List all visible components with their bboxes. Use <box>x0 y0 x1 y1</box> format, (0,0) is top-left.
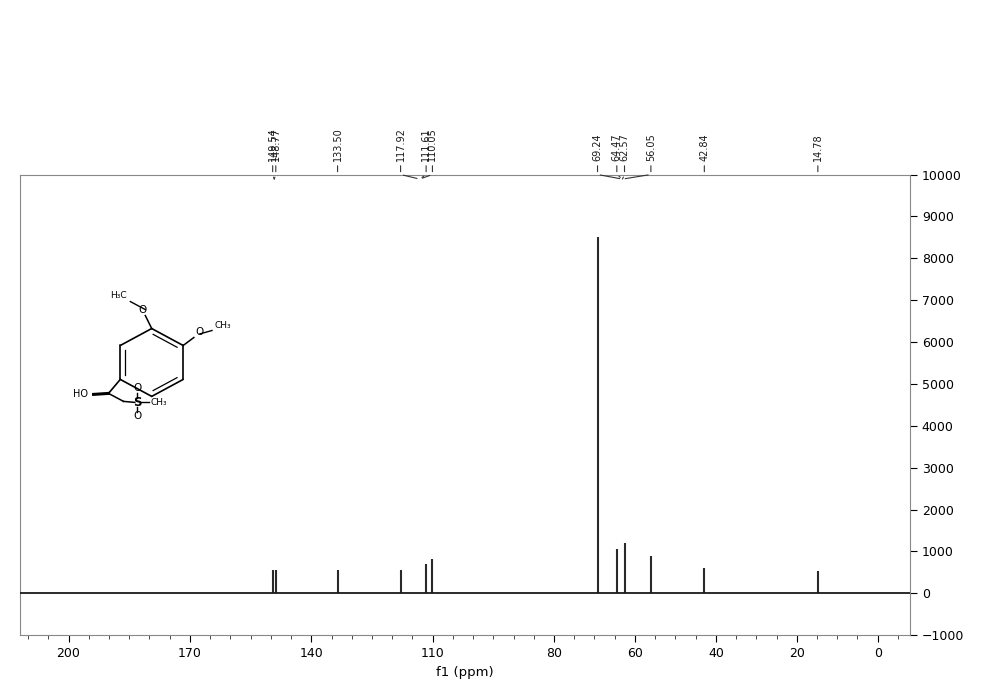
X-axis label: f1 (ppm): f1 (ppm) <box>436 665 494 678</box>
Text: 56.05: 56.05 <box>646 133 656 161</box>
Text: 148.77: 148.77 <box>271 127 281 161</box>
Text: 64.47: 64.47 <box>612 133 622 161</box>
Text: 42.84: 42.84 <box>699 133 709 161</box>
Text: 111.61: 111.61 <box>421 127 431 161</box>
Text: 133.50: 133.50 <box>333 127 343 161</box>
Text: 14.78: 14.78 <box>813 133 823 161</box>
Text: 62.57: 62.57 <box>620 133 630 161</box>
Text: 69.24: 69.24 <box>593 133 603 161</box>
Text: 117.92: 117.92 <box>396 127 406 161</box>
Text: 149.54: 149.54 <box>268 127 278 161</box>
Text: 110.05: 110.05 <box>427 127 437 161</box>
